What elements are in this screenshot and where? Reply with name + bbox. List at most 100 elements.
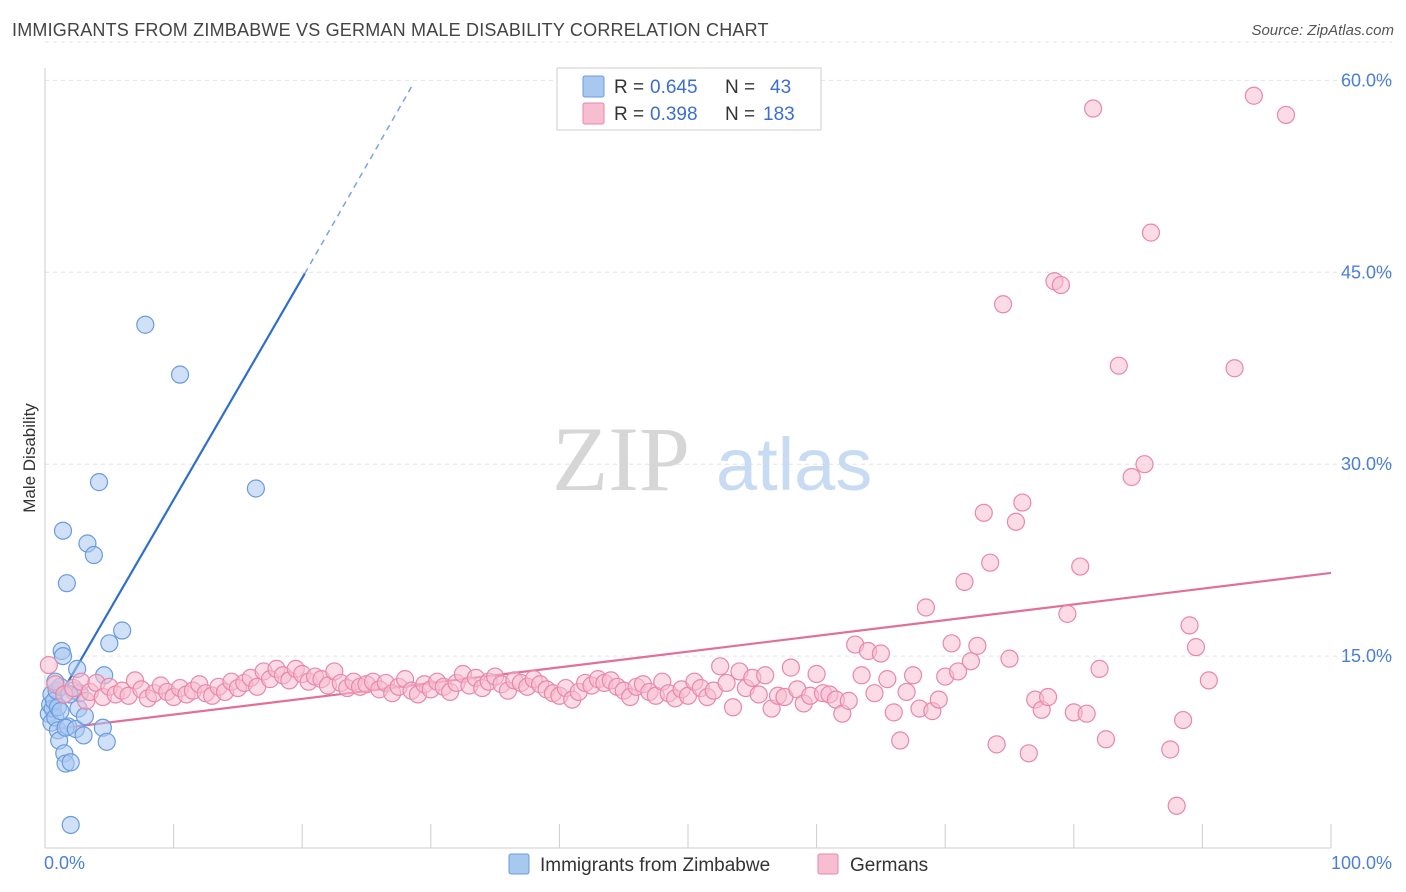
- germans-point-175: [1225, 359, 1244, 378]
- germans-point-160: [1071, 557, 1090, 576]
- germans-point-167: [1135, 455, 1154, 474]
- germans-point-166: [1122, 467, 1141, 487]
- germans-point-148: [993, 295, 1013, 314]
- zimbabwe-trendline: [67, 273, 306, 683]
- germans-point-144: [968, 636, 987, 655]
- data-points: [39, 86, 1296, 835]
- legend-r-label-germans: R =: [614, 104, 644, 125]
- germans-point-162: [1083, 99, 1103, 118]
- legend-swatch-zimbabwe: [582, 75, 605, 98]
- legend-swatch-germans: [582, 102, 605, 125]
- trendlines: [55, 86, 1332, 731]
- germans-point-104: [711, 657, 730, 676]
- zimbabwe-point-31: [84, 545, 103, 565]
- germans-point-133: [897, 682, 916, 702]
- y-tick-label-1: 30.0%: [1341, 454, 1392, 474]
- germans-point-158: [1058, 604, 1077, 623]
- chart-title: IMMIGRANTS FROM ZIMBABWE VS GERMAN MALE …: [12, 20, 769, 40]
- zimbabwe-point-18: [57, 574, 76, 593]
- germans-point-126: [852, 666, 871, 685]
- legend-n-value-zimbabwe: 43: [770, 77, 791, 98]
- germans-point-105: [717, 673, 736, 693]
- zimbabwe-point-20: [61, 753, 80, 772]
- germans-point-134: [903, 666, 923, 685]
- germans-point-142: [955, 572, 974, 591]
- germans-point-155: [1038, 687, 1058, 707]
- legend-r-value-germans: 0.398: [650, 104, 698, 125]
- germans-point-132: [891, 731, 910, 750]
- germans-point-165: [1109, 356, 1128, 375]
- germans-point-157: [1051, 275, 1071, 295]
- y-tick-label-3: 60.0%: [1341, 70, 1392, 90]
- germans-point-152: [1019, 744, 1038, 763]
- germans-point-149: [1000, 649, 1019, 668]
- germans-point-161: [1077, 704, 1096, 723]
- germans-point-106: [723, 698, 743, 717]
- germans-point-151: [1013, 493, 1032, 512]
- x-tick-label-0: 0.0%: [44, 853, 85, 873]
- zimbabwe-point-21: [61, 815, 80, 835]
- germans-point-168: [1141, 223, 1161, 242]
- germans-point-131: [884, 703, 903, 722]
- legend-n-value-germans: 183: [763, 104, 795, 125]
- bottom-legend-swatch-germans: [817, 853, 839, 875]
- y-tick-label-0: 15.0%: [1341, 646, 1392, 666]
- germans-point-164: [1096, 730, 1116, 749]
- germans-point-176: [1244, 86, 1263, 105]
- watermark-zip: ZIP: [552, 408, 690, 510]
- germans-point-143: [961, 652, 981, 671]
- germans-point-174: [1199, 671, 1218, 690]
- grid-lines: [45, 41, 1392, 657]
- germans-point-171: [1174, 710, 1193, 730]
- watermark: ZIP atlas: [552, 408, 872, 510]
- legend-n-label-germans: N =: [725, 104, 755, 125]
- zimbabwe-point-15: [53, 521, 73, 540]
- zimbabwe-point-34: [97, 732, 116, 751]
- germans-point-145: [974, 503, 993, 522]
- zimbabwe-point-28: [74, 726, 93, 745]
- zimbabwe-point-37: [113, 621, 132, 640]
- legend: R = 0.645 N = 43 R = 0.398 N = 183: [556, 67, 822, 131]
- germans-point-147: [987, 735, 1006, 754]
- zimbabwe-point-32: [89, 473, 109, 492]
- bottom-legend-label-germans: Germans: [850, 855, 928, 876]
- y-tick-label-2: 45.0%: [1341, 262, 1392, 282]
- zimbabwe-point-14: [53, 646, 73, 666]
- zimbabwe-point-11: [51, 702, 70, 721]
- germans-trendline: [55, 571, 1332, 731]
- zimbabwe-point-35: [100, 634, 119, 653]
- germans-point-136: [916, 598, 936, 617]
- germans-point-115: [781, 658, 800, 677]
- germans-point-0: [39, 655, 58, 675]
- zimbabwe-point-40: [246, 479, 266, 498]
- germans-point-119: [807, 664, 826, 684]
- tick-labels: 15.0% 30.0% 45.0% 60.0% 0.0% 100.0%: [44, 70, 1392, 873]
- germans-point-128: [865, 684, 884, 703]
- bottom-legend: Immigrants from Zimbabwe Germans: [508, 853, 928, 876]
- watermark-atlas: atlas: [716, 423, 872, 506]
- legend-r-label-zimbabwe: R =: [614, 77, 644, 98]
- bottom-legend-label-zimbabwe: Immigrants from Zimbabwe: [540, 855, 770, 876]
- germans-point-163: [1090, 659, 1109, 678]
- germans-point-173: [1186, 638, 1206, 657]
- zimbabwe-point-39: [170, 365, 190, 384]
- germans-point-172: [1180, 616, 1199, 635]
- germans-point-130: [878, 670, 897, 689]
- legend-r-value-zimbabwe: 0.645: [650, 77, 698, 98]
- germans-point-150: [1006, 512, 1026, 531]
- germans-point-170: [1167, 796, 1186, 815]
- germans-point-177: [1276, 105, 1296, 125]
- chart-source: Source: ZipAtlas.com: [1251, 22, 1394, 39]
- germans-point-138: [929, 690, 948, 709]
- germans-point-129: [871, 644, 891, 663]
- zimbabwe-point-29: [75, 707, 94, 726]
- legend-n-label-zimbabwe: N =: [725, 77, 755, 98]
- germans-point-169: [1161, 740, 1180, 759]
- bottom-legend-swatch-zimbabwe: [508, 853, 530, 875]
- germans-point-140: [942, 634, 961, 653]
- zimbabwe-trendline-extension: [304, 86, 413, 274]
- germans-point-124: [839, 691, 858, 710]
- germans-point-111: [756, 666, 775, 685]
- germans-point-141: [948, 662, 968, 681]
